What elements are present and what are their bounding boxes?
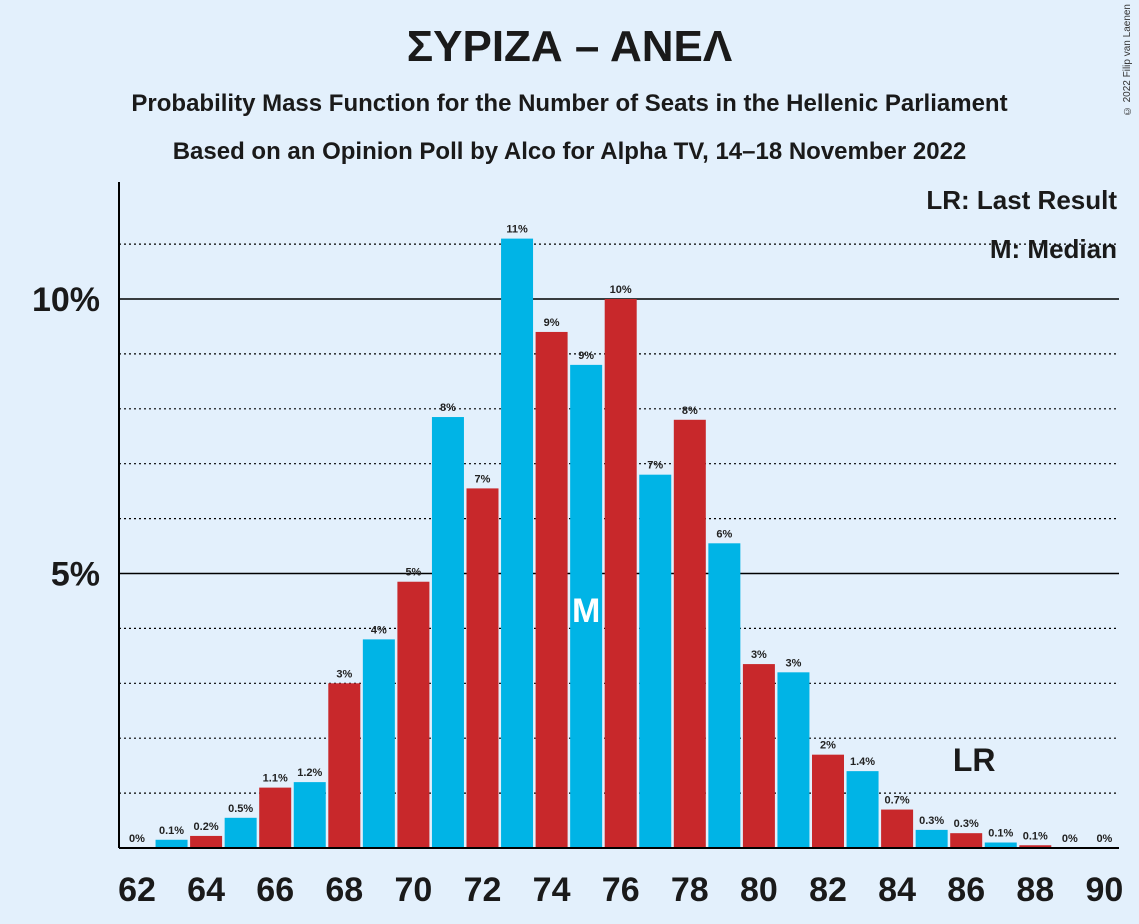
x-tick-label: 84 xyxy=(878,871,916,909)
data-label-63: 0.1% xyxy=(159,825,184,837)
data-label-84: 0.7% xyxy=(885,795,910,807)
x-tick-label: 82 xyxy=(809,871,847,909)
bar-65 xyxy=(224,817,257,848)
bar-81 xyxy=(777,672,810,848)
x-tick-label: 64 xyxy=(187,871,225,909)
data-label-66: 1.1% xyxy=(263,773,288,785)
bar-82 xyxy=(812,754,844,848)
data-label-82: 2% xyxy=(820,740,836,752)
x-tick-label: 88 xyxy=(1016,871,1054,909)
bar-85 xyxy=(915,829,948,848)
x-tick-label: 90 xyxy=(1085,871,1123,909)
bar-79 xyxy=(708,543,741,848)
y-tick-label: 10% xyxy=(32,281,100,319)
data-label-87: 0.1% xyxy=(988,828,1013,840)
data-label-80: 3% xyxy=(751,649,767,661)
bar-63 xyxy=(155,839,188,848)
data-label-75: 9% xyxy=(578,350,594,362)
data-label-68: 3% xyxy=(336,668,352,680)
last-result-marker: LR xyxy=(953,742,996,778)
data-label-64: 0.2% xyxy=(194,821,219,833)
median-marker: M xyxy=(572,592,600,630)
bar-87 xyxy=(984,842,1017,848)
data-label-73: 11% xyxy=(506,224,528,236)
data-label-85: 0.3% xyxy=(919,815,944,827)
data-label-89: 0% xyxy=(1062,833,1078,845)
chart-subtitle: Probability Mass Function for the Number… xyxy=(131,90,1008,117)
data-label-67: 1.2% xyxy=(297,767,322,779)
bar-69 xyxy=(362,639,395,848)
data-label-62: 0% xyxy=(129,833,145,845)
y-tick-label: 5% xyxy=(51,556,100,594)
data-label-70: 5% xyxy=(405,567,421,579)
bar-86 xyxy=(950,833,983,848)
bar-83 xyxy=(846,771,879,848)
bar-66 xyxy=(259,787,292,848)
bar-74 xyxy=(535,331,568,848)
data-label-79: 6% xyxy=(716,528,732,540)
bar-80 xyxy=(742,664,775,848)
x-tick-label: 78 xyxy=(671,871,709,909)
bar-78 xyxy=(673,419,706,848)
bar-71 xyxy=(431,417,464,848)
data-label-77: 7% xyxy=(647,460,663,472)
bar-72 xyxy=(466,488,499,848)
data-label-88: 0.1% xyxy=(1023,830,1048,842)
bar-70 xyxy=(397,581,430,848)
bar-67 xyxy=(293,782,326,848)
data-label-81: 3% xyxy=(785,657,801,669)
data-label-76: 10% xyxy=(610,284,632,296)
x-tick-label: 72 xyxy=(464,871,502,909)
data-label-86: 0.3% xyxy=(954,818,979,830)
data-label-78: 8% xyxy=(682,405,698,417)
bar-68 xyxy=(328,683,361,848)
bar-88 xyxy=(1019,845,1052,848)
data-label-74: 9% xyxy=(544,317,560,329)
x-tick-label: 80 xyxy=(740,871,778,909)
bar-75 xyxy=(570,364,603,848)
legend-entry: LR: Last Result xyxy=(926,185,1117,215)
data-label-72: 7% xyxy=(475,473,491,485)
x-tick-label: 66 xyxy=(256,871,294,909)
bar-77 xyxy=(639,474,672,848)
x-tick-label: 74 xyxy=(533,871,571,909)
data-label-71: 8% xyxy=(440,402,456,414)
chart-subtitle-2: Based on an Opinion Poll by Alco for Alp… xyxy=(172,138,967,165)
bar-73 xyxy=(501,238,534,849)
data-label-83: 1.4% xyxy=(850,756,875,768)
legend-entry: M: Median xyxy=(990,234,1117,264)
chart-title: ΣΥΡΙΖΑ – ΑΝΕΛ xyxy=(406,22,733,71)
x-tick-label: 76 xyxy=(602,871,640,909)
data-label-65: 0.5% xyxy=(228,803,253,815)
bar-76 xyxy=(604,299,637,848)
x-tick-label: 62 xyxy=(118,871,156,909)
x-tick-label: 68 xyxy=(325,871,363,909)
x-tick-label: 70 xyxy=(394,871,432,909)
bar-64 xyxy=(190,835,223,848)
data-label-69: 4% xyxy=(371,624,387,636)
x-tick-label: 86 xyxy=(947,871,985,909)
data-label-90: 0% xyxy=(1096,833,1112,845)
bar-84 xyxy=(881,809,914,848)
